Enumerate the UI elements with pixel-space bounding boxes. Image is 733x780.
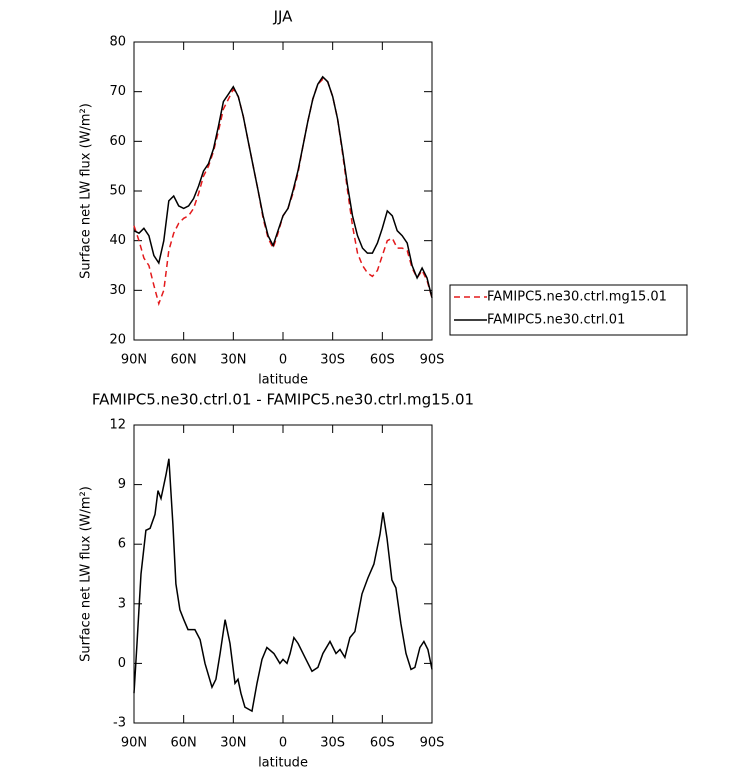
x-tick-label: 30N — [220, 736, 246, 751]
data-line — [133, 75, 433, 298]
x-tick-label: 90S — [420, 736, 445, 751]
x-tick-label: 60S — [370, 736, 395, 751]
plot-frame — [133, 424, 433, 724]
data-line — [133, 78, 433, 307]
x-tick-label: 0 — [279, 353, 287, 368]
plot-frame — [133, 41, 433, 341]
x-tick-label: 90N — [121, 736, 147, 751]
chart-title: FAMIPC5.ne30.ctrl.01 - FAMIPC5.ne30.ctrl… — [92, 391, 474, 409]
y-tick-label: 9 — [118, 477, 126, 492]
x-tick-label: 0 — [279, 736, 287, 751]
y-tick-label: 40 — [109, 233, 126, 248]
y-tick-label: 6 — [118, 537, 126, 552]
x-tick-label: 60N — [171, 736, 197, 751]
data-line — [133, 458, 433, 713]
y-tick-label: 0 — [118, 656, 126, 671]
y-tick-label: 60 — [109, 134, 126, 149]
x-tick-label: 90N — [121, 353, 147, 368]
legend-box — [449, 284, 688, 336]
x-axis-label: latitude — [258, 373, 308, 388]
legend-label: FAMIPC5.ne30.ctrl.01 — [487, 313, 625, 328]
y-axis-label: Surface net LW flux (W/m²) — [79, 486, 94, 662]
x-tick-label: 30S — [320, 353, 345, 368]
y-tick-label: 3 — [118, 596, 126, 611]
y-tick-label: 30 — [109, 283, 126, 298]
y-tick-label: -3 — [113, 716, 126, 731]
legend-label: FAMIPC5.ne30.ctrl.mg15.01 — [487, 290, 667, 305]
y-tick-label: 20 — [109, 333, 126, 348]
x-tick-label: 90S — [420, 353, 445, 368]
x-tick-label: 60S — [370, 353, 395, 368]
x-tick-label: 30S — [320, 736, 345, 751]
x-tick-label: 60N — [171, 353, 197, 368]
chart-title: JJA — [273, 8, 294, 26]
y-tick-label: 50 — [109, 184, 126, 199]
y-tick-label: 70 — [109, 84, 126, 99]
y-tick-label: 80 — [109, 35, 126, 50]
x-axis-label: latitude — [258, 756, 308, 771]
x-tick-label: 30N — [220, 353, 246, 368]
y-tick-label: 12 — [109, 418, 126, 433]
y-axis-label: Surface net LW flux (W/m²) — [79, 103, 94, 279]
